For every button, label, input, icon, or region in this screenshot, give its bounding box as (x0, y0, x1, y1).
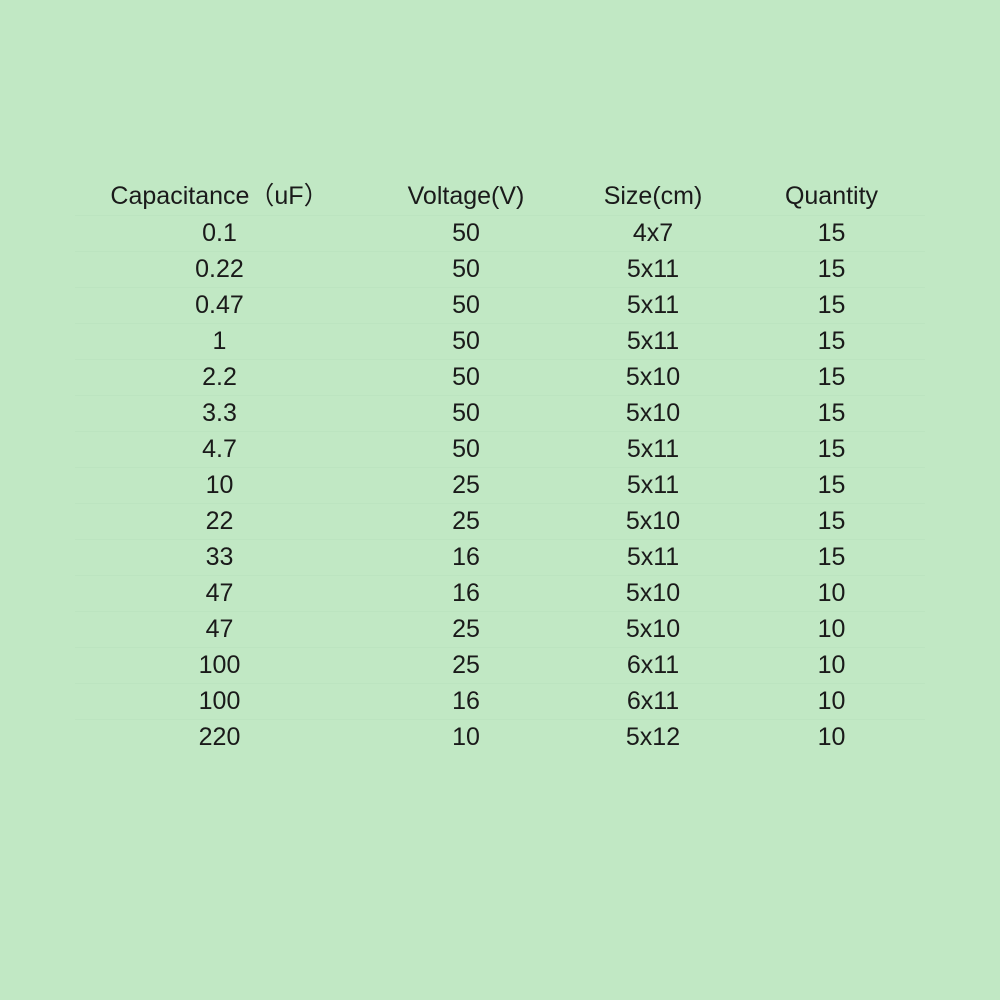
table-header-row: Capacitance（uF） Voltage(V) Size(cm) Quan… (75, 177, 925, 216)
cell-quantity: 10 (738, 576, 925, 612)
table-row: 10 25 5x11 15 (75, 468, 925, 504)
cell-capacitance: 10 (75, 468, 364, 504)
cell-voltage: 25 (364, 504, 568, 540)
cell-voltage: 16 (364, 576, 568, 612)
cell-capacitance: 33 (75, 540, 364, 576)
cell-voltage: 16 (364, 540, 568, 576)
cell-capacitance: 0.22 (75, 252, 364, 288)
cell-voltage: 50 (364, 288, 568, 324)
cell-size: 5x10 (568, 360, 738, 396)
cell-capacitance: 22 (75, 504, 364, 540)
cell-quantity: 15 (738, 504, 925, 540)
table-row: 33 16 5x11 15 (75, 540, 925, 576)
table-row: 4.7 50 5x11 15 (75, 432, 925, 468)
cell-voltage: 10 (364, 720, 568, 756)
table-row: 3.3 50 5x10 15 (75, 396, 925, 432)
cell-quantity: 15 (738, 432, 925, 468)
data-table: Capacitance（uF） Voltage(V) Size(cm) Quan… (75, 177, 925, 755)
cell-quantity: 15 (738, 288, 925, 324)
cell-capacitance: 220 (75, 720, 364, 756)
cell-quantity: 10 (738, 648, 925, 684)
cell-voltage: 50 (364, 216, 568, 252)
table-row: 0.1 50 4x7 15 (75, 216, 925, 252)
cell-voltage: 25 (364, 468, 568, 504)
col-header-capacitance: Capacitance（uF） (75, 177, 364, 216)
cell-quantity: 10 (738, 612, 925, 648)
table-row: 2.2 50 5x10 15 (75, 360, 925, 396)
cell-voltage: 50 (364, 396, 568, 432)
cell-voltage: 25 (364, 612, 568, 648)
cell-size: 6x11 (568, 648, 738, 684)
cell-quantity: 10 (738, 684, 925, 720)
cell-capacitance: 1 (75, 324, 364, 360)
cell-size: 5x10 (568, 396, 738, 432)
cell-capacitance: 100 (75, 684, 364, 720)
cell-quantity: 15 (738, 216, 925, 252)
cell-voltage: 50 (364, 432, 568, 468)
table-row: 100 16 6x11 10 (75, 684, 925, 720)
cell-voltage: 25 (364, 648, 568, 684)
cell-capacitance: 4.7 (75, 432, 364, 468)
cell-quantity: 15 (738, 396, 925, 432)
cell-voltage: 50 (364, 252, 568, 288)
cell-size: 5x11 (568, 468, 738, 504)
cell-quantity: 10 (738, 720, 925, 756)
cell-size: 5x11 (568, 252, 738, 288)
cell-quantity: 15 (738, 360, 925, 396)
table-row: 220 10 5x12 10 (75, 720, 925, 756)
cell-size: 5x10 (568, 576, 738, 612)
cell-size: 5x10 (568, 504, 738, 540)
cell-quantity: 15 (738, 468, 925, 504)
cell-size: 5x12 (568, 720, 738, 756)
table-row: 47 25 5x10 10 (75, 612, 925, 648)
cell-capacitance: 2.2 (75, 360, 364, 396)
cell-quantity: 15 (738, 540, 925, 576)
cell-capacitance: 47 (75, 576, 364, 612)
table-row: 47 16 5x10 10 (75, 576, 925, 612)
cell-voltage: 50 (364, 324, 568, 360)
cell-quantity: 15 (738, 252, 925, 288)
capacitor-spec-table: Capacitance（uF） Voltage(V) Size(cm) Quan… (75, 177, 925, 755)
cell-voltage: 16 (364, 684, 568, 720)
cell-size: 5x11 (568, 288, 738, 324)
cell-size: 5x11 (568, 540, 738, 576)
cell-quantity: 15 (738, 324, 925, 360)
cell-capacitance: 3.3 (75, 396, 364, 432)
cell-size: 5x10 (568, 612, 738, 648)
cell-capacitance: 100 (75, 648, 364, 684)
table-row: 1 50 5x11 15 (75, 324, 925, 360)
cell-capacitance: 0.47 (75, 288, 364, 324)
cell-size: 5x11 (568, 324, 738, 360)
table-row: 100 25 6x11 10 (75, 648, 925, 684)
cell-size: 6x11 (568, 684, 738, 720)
cell-capacitance: 0.1 (75, 216, 364, 252)
cell-size: 4x7 (568, 216, 738, 252)
table-row: 0.47 50 5x11 15 (75, 288, 925, 324)
table-row: 0.22 50 5x11 15 (75, 252, 925, 288)
col-header-voltage: Voltage(V) (364, 177, 568, 216)
cell-capacitance: 47 (75, 612, 364, 648)
col-header-quantity: Quantity (738, 177, 925, 216)
col-header-size: Size(cm) (568, 177, 738, 216)
table-row: 22 25 5x10 15 (75, 504, 925, 540)
cell-size: 5x11 (568, 432, 738, 468)
cell-voltage: 50 (364, 360, 568, 396)
